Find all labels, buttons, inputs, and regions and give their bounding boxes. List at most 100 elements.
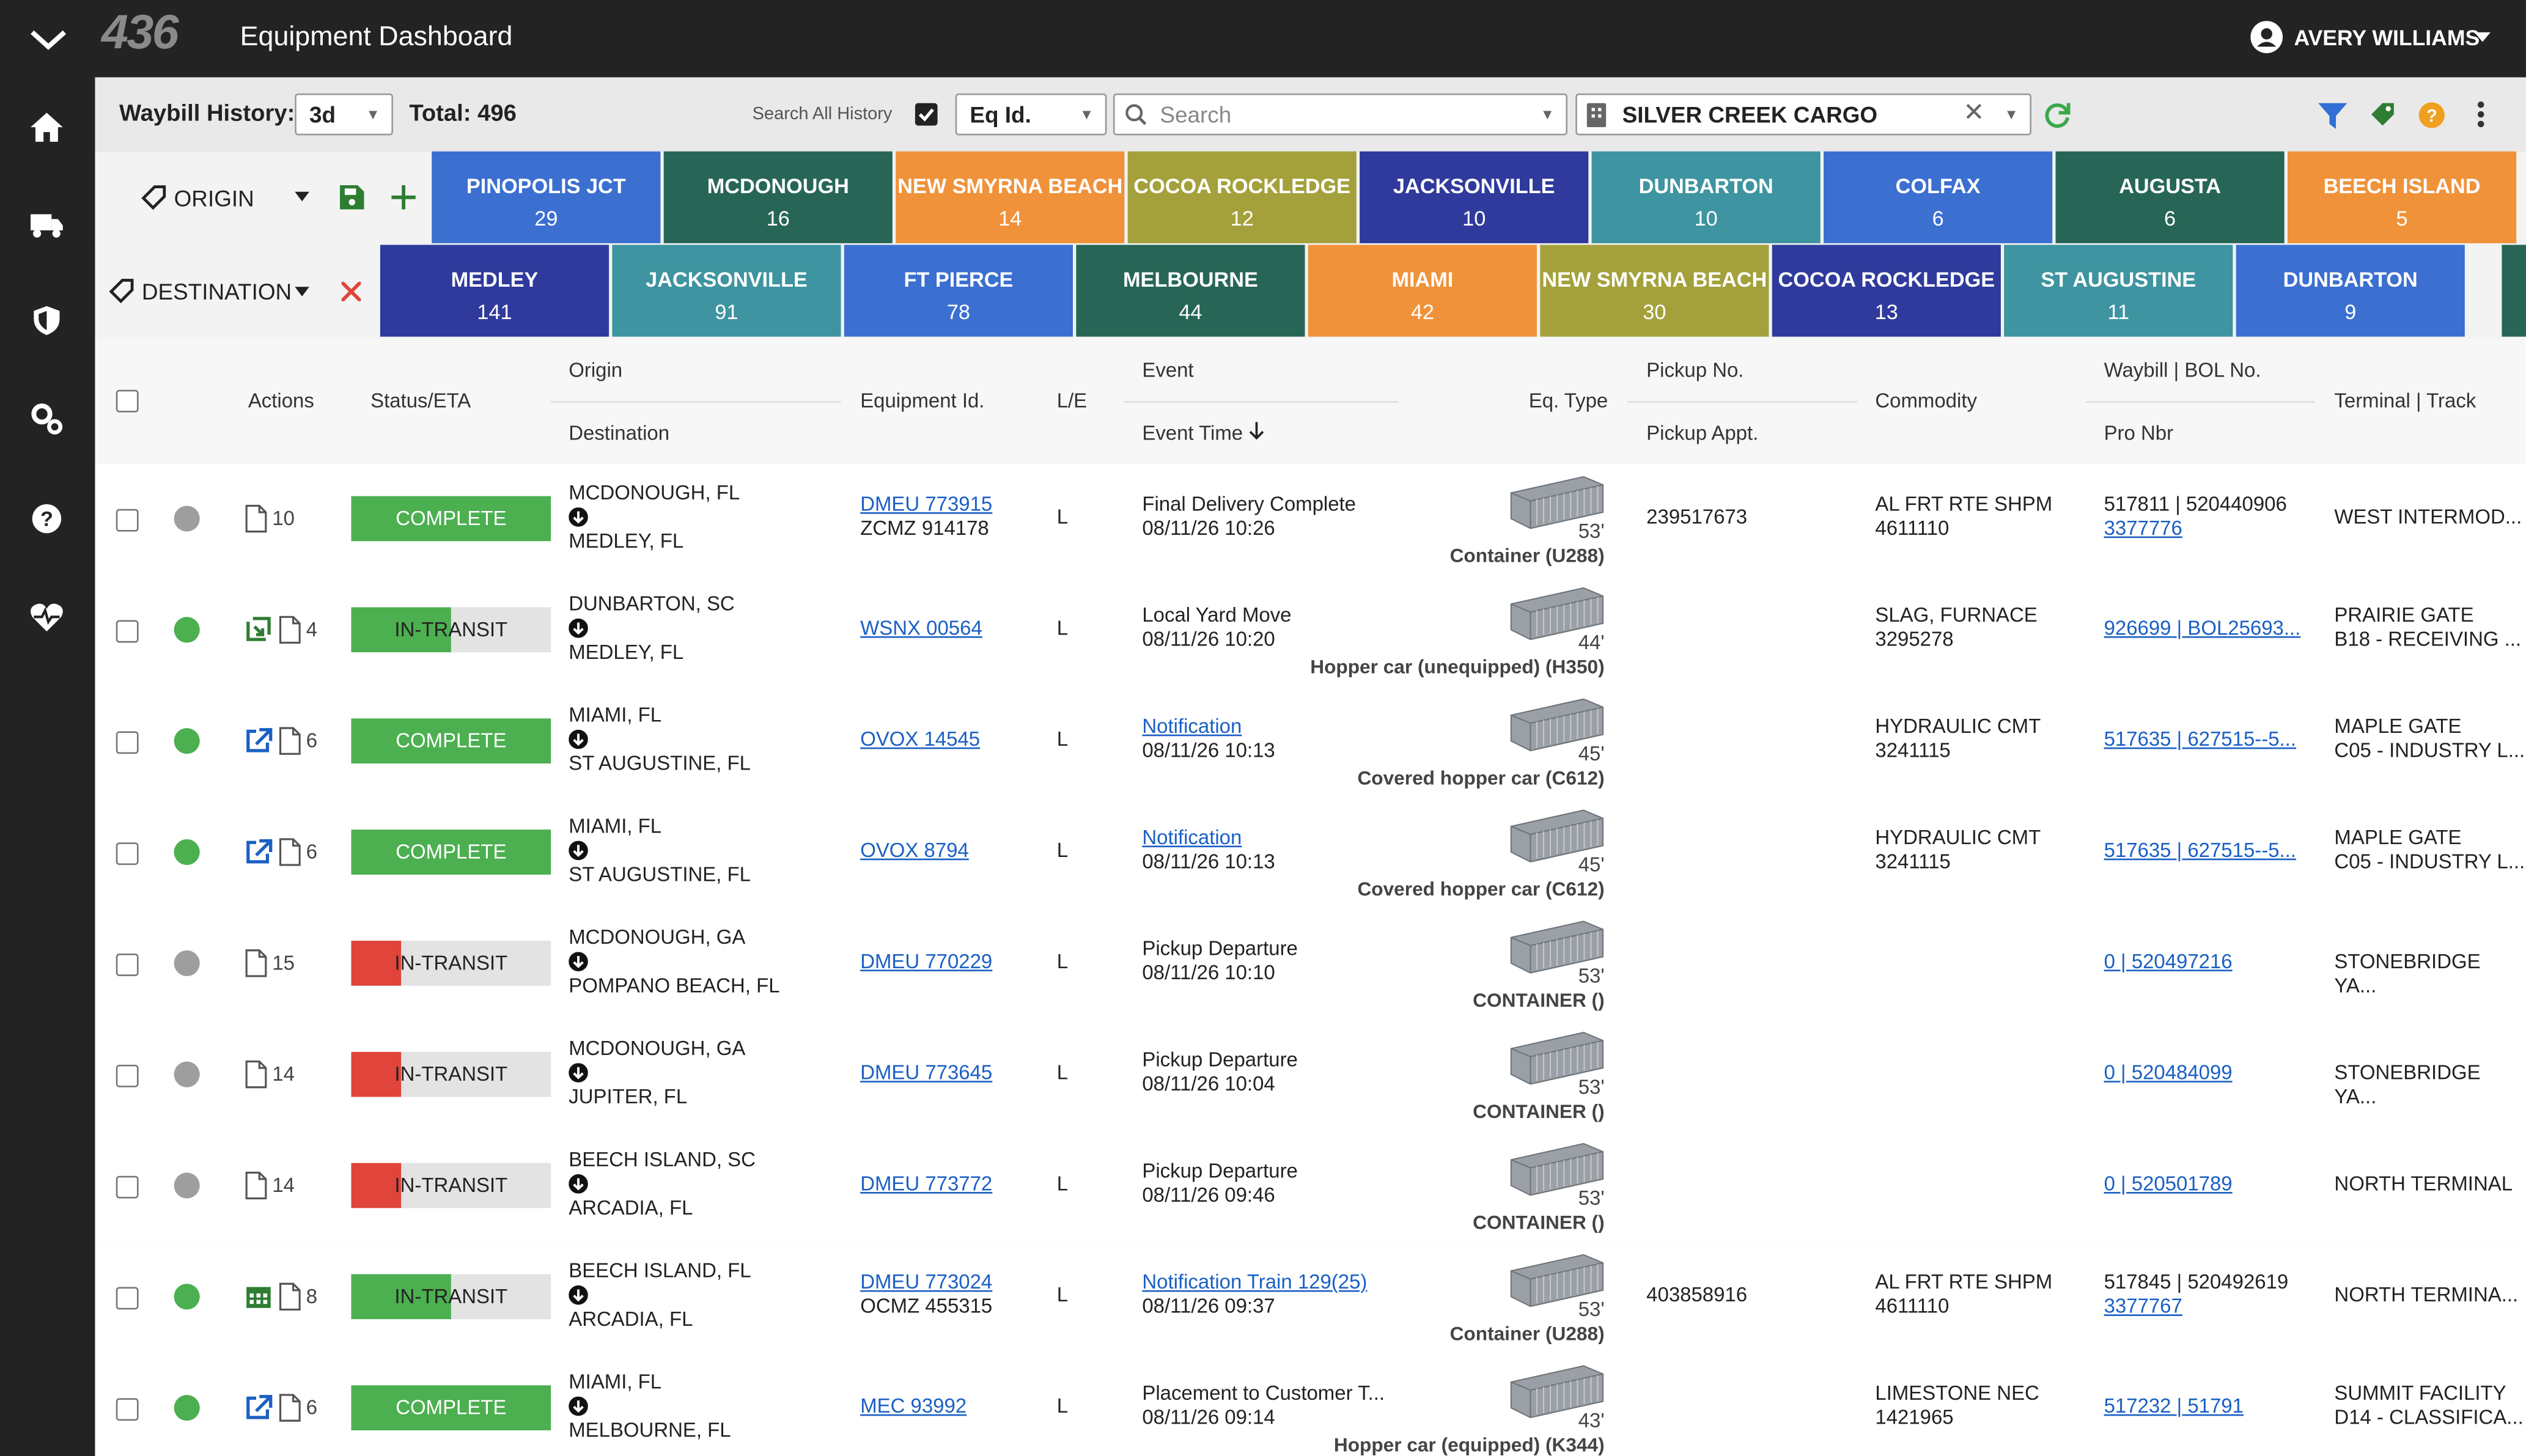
document-icon[interactable]: [245, 1171, 268, 1200]
document-icon[interactable]: [245, 949, 268, 977]
equipment-id[interactable]: WSNX 00564: [860, 617, 982, 640]
action-external[interactable]: [245, 726, 274, 755]
event[interactable]: Notification: [1142, 826, 1242, 849]
event[interactable]: Notification Train 129(25): [1142, 1271, 1368, 1294]
nav-settings[interactable]: [29, 401, 64, 436]
action-calendar[interactable]: [245, 1282, 274, 1311]
filter-chip[interactable]: MIAMI 42: [1308, 245, 1537, 337]
col-equipment[interactable]: Equipment Id.: [860, 389, 985, 413]
tag-icon[interactable]: [2368, 100, 2397, 128]
filter-chip[interactable]: ST AUGUSTINE 11: [2004, 245, 2233, 337]
search-all-checkbox[interactable]: [915, 103, 938, 126]
col-pickup[interactable]: Pickup No.: [1646, 359, 1744, 382]
nav-truck[interactable]: [29, 210, 64, 238]
action-external[interactable]: [245, 1393, 274, 1422]
waybill[interactable]: 517635 | 627515--5...: [2104, 839, 2296, 862]
col-waybill[interactable]: Waybill | BOL No.: [2104, 359, 2261, 382]
add-icon[interactable]: [391, 185, 416, 210]
status-bar[interactable]: IN-TRANSIT: [351, 1274, 551, 1320]
equipment-id[interactable]: DMEU 773645: [860, 1061, 993, 1084]
company-select[interactable]: SILVER CREEK CARGO ✕ ▼: [1575, 93, 2031, 136]
user-icon[interactable]: [2250, 21, 2283, 53]
table-row[interactable]: 6 COMPLETE MIAMI, FL ST AUGUSTINE, FL OVOX 8…: [95, 797, 2526, 910]
action-assign[interactable]: [245, 616, 274, 644]
equipment-id[interactable]: DMEU 773915: [860, 493, 993, 516]
equipment-id[interactable]: DMEU 770229: [860, 950, 993, 973]
origin-label[interactable]: ORIGIN: [174, 185, 254, 211]
col-terminal[interactable]: Terminal | Track: [2334, 389, 2476, 413]
document-icon[interactable]: [279, 726, 301, 755]
table-row[interactable]: 14 IN-TRANSIT BEECH ISLAND, SC ARCADIA, FL D…: [95, 1130, 2526, 1244]
col-pickup-appt[interactable]: Pickup Appt.: [1646, 422, 1759, 445]
status-bar[interactable]: IN-TRANSIT: [351, 1051, 551, 1097]
row-checkbox[interactable]: [116, 620, 139, 643]
status-bar[interactable]: COMPLETE: [351, 829, 551, 875]
row-checkbox[interactable]: [116, 954, 139, 976]
destination-caret[interactable]: [295, 287, 309, 296]
filter-chip[interactable]: NEW SMYRNA BEACH 14: [896, 151, 1125, 243]
waybill[interactable]: 517635 | 627515--5...: [2104, 728, 2296, 751]
range-select[interactable]: 3d ▼: [295, 93, 393, 136]
row-checkbox[interactable]: [116, 731, 139, 754]
table-row[interactable]: 15 IN-TRANSIT MCDONOUGH, GA POMPANO BEACH, …: [95, 908, 2526, 1021]
origin-caret[interactable]: [295, 191, 309, 202]
filter-chip[interactable]: NEW SMYRNA BEACH 30: [1540, 245, 1769, 337]
col-event-time[interactable]: Event Time: [1142, 422, 1264, 444]
filter-chip[interactable]: COLFAX 6: [1824, 151, 2053, 243]
col-commodity[interactable]: Commodity: [1875, 389, 1977, 413]
table-row[interactable]: 14 IN-TRANSIT MCDONOUGH, GA JUPITER, FL DMEU…: [95, 1020, 2526, 1133]
pro-nbr[interactable]: 3377767: [2104, 1295, 2182, 1318]
action-external[interactable]: [245, 837, 274, 866]
field-select[interactable]: Eq Id. ▼: [955, 93, 1107, 136]
table-row[interactable]: 10 COMPLETE MCDONOUGH, FL MEDLEY, FL DMEU 77…: [95, 463, 2526, 577]
col-origin[interactable]: Origin: [569, 359, 623, 382]
filter-chip[interactable]: COCOA ROCKLEDGE 13: [1772, 245, 2001, 337]
filter-chip[interactable]: COCOA ROCKLEDGE 12: [1127, 151, 1357, 243]
clear-icon[interactable]: [341, 282, 361, 301]
filter-chip[interactable]: BEECH ISLAND 5: [2287, 151, 2517, 243]
col-le[interactable]: L/E: [1056, 389, 1088, 413]
col-event[interactable]: Event: [1142, 359, 1194, 382]
row-checkbox[interactable]: [116, 1287, 139, 1310]
document-icon[interactable]: [279, 1282, 301, 1311]
user-caret[interactable]: [2474, 32, 2491, 42]
row-checkbox[interactable]: [116, 1064, 139, 1087]
waybill[interactable]: 0 | 520501789: [2104, 1172, 2233, 1196]
event[interactable]: Notification: [1142, 715, 1242, 738]
menu-chevron[interactable]: [29, 26, 67, 51]
help-icon[interactable]: ?: [2418, 101, 2445, 129]
filter-chip[interactable]: FT PIERCE 78: [844, 245, 1073, 337]
nav-health[interactable]: [29, 601, 64, 633]
waybill[interactable]: 0 | 520484099: [2104, 1061, 2233, 1084]
filter-chip[interactable]: PINOPOLIS JCT 29: [432, 151, 661, 243]
row-checkbox[interactable]: [116, 1398, 139, 1421]
more-menu[interactable]: [2476, 100, 2486, 128]
pro-nbr[interactable]: 3377776: [2104, 517, 2182, 540]
status-bar[interactable]: IN-TRANSIT: [351, 940, 551, 986]
row-checkbox[interactable]: [116, 509, 139, 532]
filter[interactable]: [2318, 103, 2347, 129]
col-eq-type[interactable]: Eq. Type: [1528, 389, 1608, 413]
waybill[interactable]: 0 | 520497216: [2104, 950, 2233, 973]
document-icon[interactable]: [279, 1393, 301, 1422]
status-bar[interactable]: COMPLETE: [351, 496, 551, 542]
filter-chip[interactable]: JACKSONVILLE 10: [1360, 151, 1589, 243]
table-row[interactable]: 6 COMPLETE MIAMI, FL ST AUGUSTINE, FL OVOX 1…: [95, 686, 2526, 800]
filter-chip[interactable]: MCDONOUGH 16: [663, 151, 893, 243]
select-all[interactable]: [116, 389, 139, 413]
col-destination[interactable]: Destination: [569, 422, 670, 445]
save-icon[interactable]: [340, 185, 364, 210]
refresh[interactable]: [2042, 100, 2071, 128]
waybill[interactable]: 517232 | 51791: [2104, 1395, 2244, 1417]
col-pro[interactable]: Pro Nbr: [2104, 422, 2174, 445]
document-icon[interactable]: [245, 1060, 268, 1089]
filter-chip[interactable]: MEDLEY 141: [380, 245, 609, 337]
table-row[interactable]: 6 COMPLETE MIAMI, FL MELBOURNE, FL MEC 93992…: [95, 1353, 2526, 1456]
destination-label[interactable]: DESTINATION: [141, 278, 292, 305]
user-name[interactable]: AVERY WILLIAMS: [2294, 26, 2480, 50]
equipment-id[interactable]: OVOX 8794: [860, 839, 969, 862]
filter-chip[interactable]: AUGUSTA 6: [2055, 151, 2285, 243]
filter-chip[interactable]: DUNBARTON 9: [2236, 245, 2465, 337]
document-icon[interactable]: [279, 616, 301, 644]
equipment-id[interactable]: DMEU 773024: [860, 1271, 993, 1294]
